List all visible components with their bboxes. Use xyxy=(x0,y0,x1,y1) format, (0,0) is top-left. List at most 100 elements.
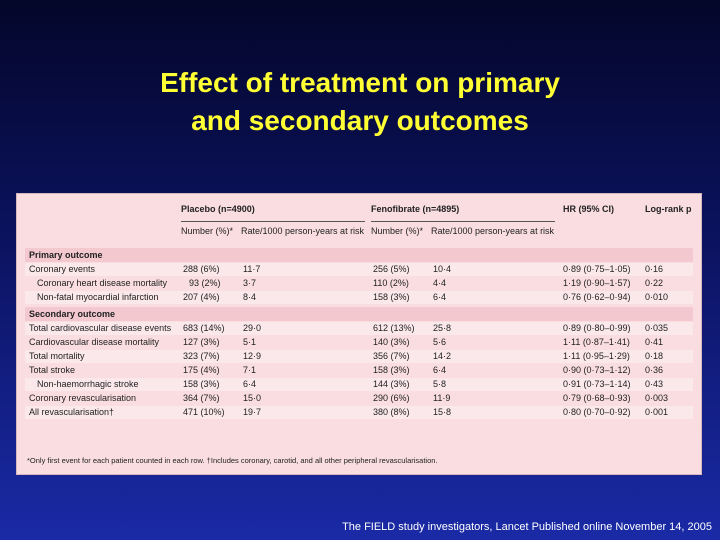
fenofibrate-number: 380 (8%) xyxy=(373,407,410,417)
logrank-header: Log-rank p xyxy=(645,204,692,214)
logrank-p: 0·43 xyxy=(645,379,664,389)
placebo-number: 471 (10%) xyxy=(183,407,225,417)
fenofibrate-number: 256 (5%) xyxy=(373,264,410,274)
logrank-p: 0·003 xyxy=(645,393,669,403)
placebo-number: 683 (14%) xyxy=(183,323,225,333)
hazard-ratio: 1·11 (0·87–1·41) xyxy=(563,337,630,347)
logrank-p: 0·001 xyxy=(645,407,669,417)
row-label: Total mortality xyxy=(29,351,85,361)
placebo-header-rule xyxy=(181,221,365,222)
row-label: Total stroke xyxy=(29,365,76,375)
placebo-rate-header: Rate/1000 person-years at risk xyxy=(241,226,365,236)
placebo-number-header: Number (%)* xyxy=(181,226,234,236)
hazard-ratio: 0·91 (0·73–1·14) xyxy=(563,379,631,389)
row-label: Total cardiovascular disease events xyxy=(29,323,172,333)
logrank-p: 0·22 xyxy=(645,278,664,288)
hazard-ratio: 0·79 (0·68–0·93) xyxy=(563,393,631,403)
table-footnote: *Only first event for each patient count… xyxy=(27,456,438,465)
table-row: Non-fatal myocardial infarction 207 (4%)… xyxy=(25,291,693,304)
fenofibrate-rate: 15·8 xyxy=(433,407,452,417)
placebo-rate: 29·0 xyxy=(243,323,262,333)
logrank-p: 0·41 xyxy=(645,337,664,347)
fenofibrate-rate: 14·2 xyxy=(433,351,452,361)
section-heading: Secondary outcome xyxy=(25,307,693,321)
table-row: Non-haemorrhagic stroke 158 (3%) 6·4 144… xyxy=(25,378,693,391)
table-row: Total mortality 323 (7%) 12·9 356 (7%) 1… xyxy=(25,350,693,363)
section-heading-label: Primary outcome xyxy=(29,250,103,260)
hazard-ratio: 0·90 (0·73–1·12) xyxy=(563,365,631,375)
fenofibrate-header-rule xyxy=(371,221,555,222)
fenofibrate-number-header: Number (%)* xyxy=(371,226,424,236)
section-heading-label: Secondary outcome xyxy=(29,309,116,319)
section-heading: Primary outcome xyxy=(25,248,693,262)
slide-title: Effect of treatment on primary and secon… xyxy=(0,64,720,140)
placebo-rate: 11·7 xyxy=(243,264,261,274)
hazard-ratio: 0·89 (0·75–1·05) xyxy=(563,264,631,274)
fenofibrate-rate: 5·6 xyxy=(433,337,447,347)
fenofibrate-number: 144 (3%) xyxy=(373,379,410,389)
table-row: Coronary events 288 (6%) 11·7 256 (5%) 1… xyxy=(25,263,693,276)
logrank-p: 0·16 xyxy=(645,264,664,274)
row-label: All revascularisation† xyxy=(29,407,115,417)
placebo-rate: 7·1 xyxy=(243,365,257,375)
row-label: Coronary heart disease mortality xyxy=(37,278,168,288)
fenofibrate-number: 110 (2%) xyxy=(373,278,409,288)
placebo-rate: 5·1 xyxy=(243,337,257,347)
fenofibrate-rate: 11·9 xyxy=(433,393,451,403)
placebo-rate: 6·4 xyxy=(243,379,257,389)
placebo-number: 158 (3%) xyxy=(183,379,220,389)
fenofibrate-rate: 6·4 xyxy=(433,365,447,375)
placebo-number: 323 (7%) xyxy=(183,351,220,361)
row-label: Non-fatal myocardial infarction xyxy=(37,292,159,302)
logrank-p: 0·010 xyxy=(645,292,669,302)
hazard-ratio: 0·76 (0·62–0·94) xyxy=(563,292,631,302)
row-label: Coronary revascularisation xyxy=(29,393,137,403)
placebo-number: 93 (2%) xyxy=(189,278,221,288)
table-row: Cardiovascular disease mortality 127 (3%… xyxy=(25,336,693,349)
table-row: Total cardiovascular disease events 683 … xyxy=(25,322,693,335)
fenofibrate-number: 140 (3%) xyxy=(373,337,410,347)
placebo-rate: 12·9 xyxy=(243,351,262,361)
placebo-rate: 3·7 xyxy=(243,278,257,288)
row-label: Coronary events xyxy=(29,264,96,274)
placebo-number: 364 (7%) xyxy=(183,393,220,403)
fenofibrate-number: 356 (7%) xyxy=(373,351,410,361)
logrank-p: 0·36 xyxy=(645,365,664,375)
fenofibrate-number: 290 (6%) xyxy=(373,393,410,403)
logrank-p: 0·035 xyxy=(645,323,669,333)
table-row: Coronary revascularisation 364 (7%) 15·0… xyxy=(25,392,693,405)
fenofibrate-rate-header: Rate/1000 person-years at risk xyxy=(431,226,555,236)
row-label: Cardiovascular disease mortality xyxy=(29,337,160,347)
placebo-number: 127 (3%) xyxy=(183,337,220,347)
placebo-rate: 15·0 xyxy=(243,393,262,403)
fenofibrate-rate: 10·4 xyxy=(433,264,452,274)
table-row: Coronary heart disease mortality 93 (2%)… xyxy=(25,277,693,290)
table-row: All revascularisation† 471 (10%) 19·7 38… xyxy=(25,406,693,419)
placebo-number: 175 (4%) xyxy=(183,365,220,375)
placebo-rate: 19·7 xyxy=(243,407,262,417)
fenofibrate-rate: 25·8 xyxy=(433,323,452,333)
row-label: Non-haemorrhagic stroke xyxy=(37,379,139,389)
placebo-group-header: Placebo (n=4900) xyxy=(181,204,255,214)
placebo-number: 288 (6%) xyxy=(183,264,220,274)
fenofibrate-rate: 6·4 xyxy=(433,292,447,302)
hazard-ratio: 0·80 (0·70–0·92) xyxy=(563,407,631,417)
hr-header: HR (95% CI) xyxy=(563,204,615,214)
fenofibrate-number: 612 (13%) xyxy=(373,323,415,333)
slide-title-line-2: and secondary outcomes xyxy=(191,105,529,136)
slide-title-line-1: Effect of treatment on primary xyxy=(160,67,560,98)
fenofibrate-number: 158 (3%) xyxy=(373,292,410,302)
placebo-rate: 8·4 xyxy=(243,292,257,302)
fenofibrate-group-header: Fenofibrate (n=4895) xyxy=(371,204,460,214)
hazard-ratio: 1·11 (0·95–1·29) xyxy=(563,351,630,361)
fenofibrate-number: 158 (3%) xyxy=(373,365,410,375)
table-row: Total stroke 175 (4%) 7·1 158 (3%) 6·4 0… xyxy=(25,364,693,377)
logrank-p: 0·18 xyxy=(645,351,664,361)
placebo-number: 207 (4%) xyxy=(183,292,220,302)
hazard-ratio: 0·89 (0·80–0·99) xyxy=(563,323,631,333)
hazard-ratio: 1·19 (0·90–1·57) xyxy=(563,278,631,288)
results-table-panel: Placebo (n=4900) Fenofibrate (n=4895) HR… xyxy=(16,193,702,475)
source-citation: The FIELD study investigators, Lancet Pu… xyxy=(342,521,712,533)
fenofibrate-rate: 4·4 xyxy=(433,278,447,288)
fenofibrate-rate: 5·8 xyxy=(433,379,447,389)
